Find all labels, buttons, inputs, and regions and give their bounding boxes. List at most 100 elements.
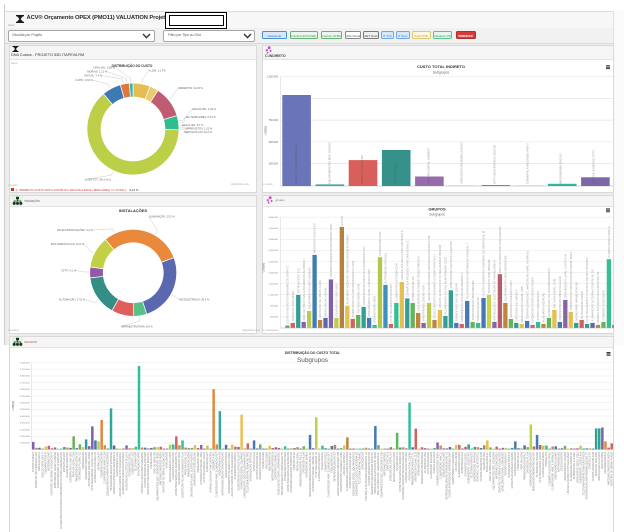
- svg-text:COMBATE A INCENDIO PINTU: COMBATE A INCENDIO PINTU: [548, 451, 551, 485]
- svg-text:GERADORES DIESEL: GERADORES DIESEL: [128, 451, 131, 476]
- svg-text:AUTOMACAO PREDIAL HIDRA: AUTOMACAO PREDIAL HIDRA: [87, 451, 90, 486]
- svg-text:ALVENARIA VEDACAO: ALVENARIA VEDACAO: [542, 291, 546, 322]
- svg-text:4.275.000: 4.275.000: [19, 395, 30, 397]
- svg-text:AUTOMACAO PRE: AUTOMACAO PRE: [423, 451, 426, 472]
- svg-text:3.000.000: 3.000.000: [268, 250, 279, 252]
- svg-text:MOBILIZACAO GERAL URB: MOBILIZACAO GERAL URB: [520, 286, 524, 322]
- svg-text:FUNDACOES PROFUNDAS SUBESTACAO: FUNDACOES PROFUNDAS SUBESTACAO ELETRICA …: [59, 451, 62, 528]
- svg-text:GRAL MIL: 0,55 %: GRAL MIL: 0,55 %: [93, 65, 115, 69]
- svg-text:EQUIPAMENTOS M: EQUIPAMENTOS M: [44, 451, 47, 473]
- svg-text:FUNDACOES PROFUNDAS SUBES: FUNDACOES PROFUNDAS SUBES: [531, 277, 535, 323]
- svg-text:LOUCAS E METAIS CFTV: LOUCAS E METAIS CFTV: [592, 149, 596, 183]
- svg-text:IMPERMEABILIZACAO SON: IMPERMEABILIZACAO SON: [422, 285, 426, 321]
- svg-text:COBERTURA TE: COBERTURA TE: [293, 451, 296, 470]
- svg-text:TERRAPLENAGEM CLIMATIZACAO HV: TERRAPLENAGEM CLIMATIZACAO HV: [280, 451, 283, 495]
- svg-text:SUBESTACAO ELETRICA TELEFO: SUBESTACAO ELETRICA TELEFO: [125, 451, 128, 489]
- svg-text:250.000: 250.000: [270, 316, 279, 318]
- svg-text:AUTOMACAO PREDIAL HIDRAULIC: AUTOMACAO PREDIAL HIDRAULIC: [311, 451, 314, 491]
- svg-text:MATERIAIS DIVERSOS I: MATERIAIS DIVERSOS I: [495, 451, 498, 478]
- svg-text:TERRAPLENAGEM CLIMATIZACAO HVA: TERRAPLENAGEM CLIMATIZACAO HVAC: [329, 223, 333, 278]
- svg-text:TELEFONIA VOIP AUTO: TELEFONIA VOIP AUTO: [470, 451, 473, 478]
- svg-text:MAO DE OBRA CIVIL ESQ: MAO DE OBRA CIVIL ESQ: [489, 451, 492, 480]
- svg-text:MAO DE OBRA CIVIL E: MAO DE OBRA CIVIL E: [41, 451, 44, 477]
- svg-text:CABEAMENTO LOGICO ALV: CABEAMENTO LOGICO ALV: [579, 451, 582, 483]
- svg-text:FUNDACOES PROFUND: FUNDACOES PROFUND: [335, 284, 339, 316]
- svg-text:ALVENARIA VEDACAO TERR: ALVENARIA VEDACAO TERR: [178, 451, 181, 484]
- svg-text:INSTALACOES ELETRICA: INSTALACOES ELETRICA: [598, 451, 601, 480]
- svg-text:EQUIPAMENTOS MEC GERADO: EQUIPAMENTOS MEC GERADO: [307, 266, 311, 309]
- svg-text:PAISAGISMO PAVIMENTACAO: PAISAGISMO PAVIMENTACAO: [574, 280, 578, 321]
- svg-text:URBANIZACAO: URBANIZACAO: [81, 451, 84, 468]
- svg-text:TERRAPLENAGEM CLIMATIZACAO HVA: TERRAPLENAGEM CLIMATIZACAO HVAC HIDRAULI: [525, 250, 529, 319]
- svg-text:COMBATE A INCENDIO PINTURA GER: COMBATE A INCENDIO PINTURA GERAL G: [405, 240, 409, 296]
- svg-text:SUBESTACAO ELETRICA TELEF: SUBESTACAO ELETRICA TELEF: [349, 451, 352, 488]
- svg-text:COMBATE A INCENDIO PINTU: COMBATE A INCENDIO PINTU: [436, 451, 439, 485]
- svg-text:INSTALACOES ELETRICAS BT PAISA: INSTALACOES ELETRICAS BT PAISAGISMO R: [493, 259, 497, 320]
- svg-text:CFTV SEGURANCA LOUCAS E METAIS: CFTV SEGURANCA LOUCAS E METAIS SONORIZ: [585, 257, 589, 322]
- svg-text:REVESTIMENTO CERAMICO: REVESTIMENTO CERAMICO: [451, 451, 454, 484]
- svg-text:INSTALACOES EL: INSTALACOES EL: [486, 451, 489, 472]
- svg-text:500.000: 500.000: [270, 305, 279, 307]
- svg-text:ALVENARIA VEDACA: ALVENARIA VEDACA: [514, 451, 517, 475]
- svg-text:GERADORES DIESEL EQUIP: GERADORES DIESEL EQUIP: [454, 283, 458, 321]
- svg-text:CONTROLE DE: CONTROLE DE: [588, 451, 591, 469]
- svg-text:REVESTIMENTO CERAMI: REVESTIMENTO CERAMI: [563, 451, 566, 480]
- svg-text:CUSTOS INDIRETOS ADM: CUSTOS INDIRETOS ADM: [591, 451, 594, 480]
- svg-text:AUTOMACAO PREDIA: AUTOMACAO PREDIA: [535, 451, 538, 476]
- svg-text:US$(M): US$(M): [262, 262, 266, 272]
- svg-text:MATERIAIS DIVERSOS INST: MATERIAIS DIVERSOS INST: [509, 279, 513, 317]
- svg-text:HIDRAULICA AGUA FRIA CANTEIRO: HIDRAULICA AGUA FRIA CANTEIRO: [209, 451, 212, 492]
- svg-text:CFTV SEGURANCA LOUCAS: CFTV SEGURANCA LOUCAS: [493, 144, 497, 183]
- svg-text:CANTEIRO DE O: CANTEIRO DE O: [386, 451, 389, 470]
- svg-text:ILUMINACAO EXTERNA C: ILUMINACAO EXTERNA C: [318, 451, 321, 480]
- svg-text:REVESTIMENTO CERAMICO COBERTUR: REVESTIMENTO CERAMICO COBERTURA TELH: [433, 254, 437, 318]
- svg-text:DRENAGEM PLUVIAL CUSTOS IN: DRENAGEM PLUVIAL CUSTOS IN: [563, 254, 567, 298]
- svg-text:SUBESTACAO ELETRIC: SUBESTACAO ELETRIC: [573, 451, 576, 478]
- svg-text:CABEAMENTO LOGICO ALVENARIA VE: CABEAMENTO LOGICO ALVENARIA VE: [355, 451, 358, 496]
- svg-text:3.375.000: 3.375.000: [19, 422, 30, 424]
- svg-text:2.700.000: 2.700.000: [19, 442, 30, 444]
- svg-text:HIDRAULICA AG: HIDRAULICA AG: [321, 451, 324, 469]
- svg-text:5.175.000: 5.175.000: [19, 369, 30, 371]
- svg-text:URBANIZACAO MOB: URBANIZACAO MOB: [373, 295, 377, 322]
- svg-text:CONTROLE DE ACESSO CABEAMENTO: CONTROLE DE ACESSO CABEAMENTO LO: [364, 451, 367, 500]
- svg-text:A_DM: 1,1 PS: A_DM: 1,1 PS: [149, 68, 166, 72]
- svg-text:SERVICOS PRELIMINARES EST: SERVICOS PRELIMINARES EST: [35, 451, 38, 488]
- svg-text:GESSO ACARTONADO MATERIAIS DIV: GESSO ACARTONADO MATERIAIS DIVERSOS MA: [427, 235, 431, 301]
- svg-text:C.DIR TOT.: 68,1 % sr...: C.DIR TOT.: 68,1 % sr...: [85, 177, 113, 181]
- svg-text:COBERTURA TELHAS DRE: COBERTURA TELHAS DRE: [69, 451, 72, 482]
- svg-text:4.500.000: 4.500.000: [19, 389, 30, 391]
- svg-text:MATERIAIS DIVE: MATERIAIS DIVE: [47, 451, 50, 470]
- svg-text:SERVICOS PRELIMINARES E: SERVICOS PRELIMINARES E: [294, 143, 298, 183]
- svg-text:CUSTO TOTAL INDIRETO: CUSTO TOTAL INDIRETO: [417, 64, 465, 69]
- svg-text:ESTRUTURA METALICA SERVIC: ESTRUTURA METALICA SERVIC: [510, 451, 513, 488]
- svg-text:ESTRUTURA METALICA SERVICOS: ESTRUTURA METALICA SERVICOS: [287, 451, 290, 491]
- svg-text:CANTEIRO DE OBRAS FUNDACOES P: CANTEIRO DE OBRAS FUNDACOES P: [50, 451, 53, 495]
- svg-text:INST.ELÉTRICAS: 30,4 %: INST.ELÉTRICAS: 30,4 %: [179, 296, 210, 301]
- svg-text:TELEFONIA VOIP AUTOMACAO PREDI: TELEFONIA VOIP AUTOMACAO PREDI: [582, 451, 585, 495]
- svg-text:EQUIPAMENTOS MEC GERADOR: EQUIPAMENTOS MEC GERADOR: [492, 451, 495, 489]
- svg-text:PAISAGISMO PAVI: PAISAGISMO PAVI: [196, 451, 199, 472]
- svg-text:DRENAGEM PLUVI: DRENAGEM PLUVI: [302, 451, 305, 473]
- svg-text:GESSO ACARTONADO: GESSO ACARTONADO: [224, 451, 227, 477]
- svg-text:4.950.000: 4.950.000: [19, 375, 30, 377]
- svg-text:ILUMINACAO EXTERNA CONTROLE DE: ILUMINACAO EXTERNA CONTROLE DE: [591, 269, 595, 321]
- svg-text:CLIMATIZACAO HVAC ILUMINACAO E: CLIMATIZACAO HVAC ILUMINACAO EXT: [327, 451, 330, 497]
- svg-text:SERVICOS PRELIMINARES ESTRUTU: SERVICOS PRELIMINARES ESTRUTU: [370, 451, 373, 494]
- svg-text:CLIMATIZACAO HVAC ILUMINACAO E: CLIMATIZACAO HVAC ILUMINACAO EXT: [215, 451, 218, 497]
- svg-text:1.500.000: 1.500.000: [268, 283, 279, 285]
- svg-text:ALVENARIA VEDACAO TERRAPLENAGE: ALVENARIA VEDACAO TERRAPLENAGEM: [402, 452, 405, 499]
- svg-text:CABEAMENTO LOGICO ALVENARIA V: CABEAMENTO LOGICO ALVENARIA V: [460, 272, 464, 322]
- svg-text:GERADORES DIESEL EQUIPAMENTOS: GERADORES DIESEL EQUIPAMENTOS: [352, 451, 355, 495]
- svg-text:CUSTOS INDIRETOS ADM: CUSTOS INDIRETOS ADM: [479, 451, 482, 480]
- svg-text:TERRAPLENAGEM C: TERRAPLENAGEM C: [504, 451, 507, 475]
- svg-text:CFTV SEGURANCA LOUCA: CFTV SEGURANCA LOUCA: [203, 451, 206, 482]
- svg-text:DRENAGEM PLUVIAL CUS: DRENAGEM PLUVIAL CUS: [414, 451, 417, 481]
- svg-text:DRENAGEM PLUVI: DRENAGEM PLUVI: [526, 451, 529, 473]
- svg-text:ELEVADORES GESSO: ELEVADORES GESSO: [458, 451, 461, 476]
- svg-text:ALVENARIA VEDACAO TERRAPLEN: ALVENARIA VEDACAO TERRAPLEN: [290, 451, 293, 492]
- svg-text:SONORIZACAO IMPERMEABILIZACAO: SONORIZACAO IMPERMEABILIZACAO CF: [585, 451, 588, 499]
- svg-text:PINTURA GERAL COM: PINTURA GERAL COM: [356, 283, 360, 313]
- svg-text:ILUMINACAO EXTERNA CON: ILUMINACAO EXTERNA CON: [395, 263, 399, 301]
- svg-text:5.400.000: 5.400.000: [19, 362, 30, 364]
